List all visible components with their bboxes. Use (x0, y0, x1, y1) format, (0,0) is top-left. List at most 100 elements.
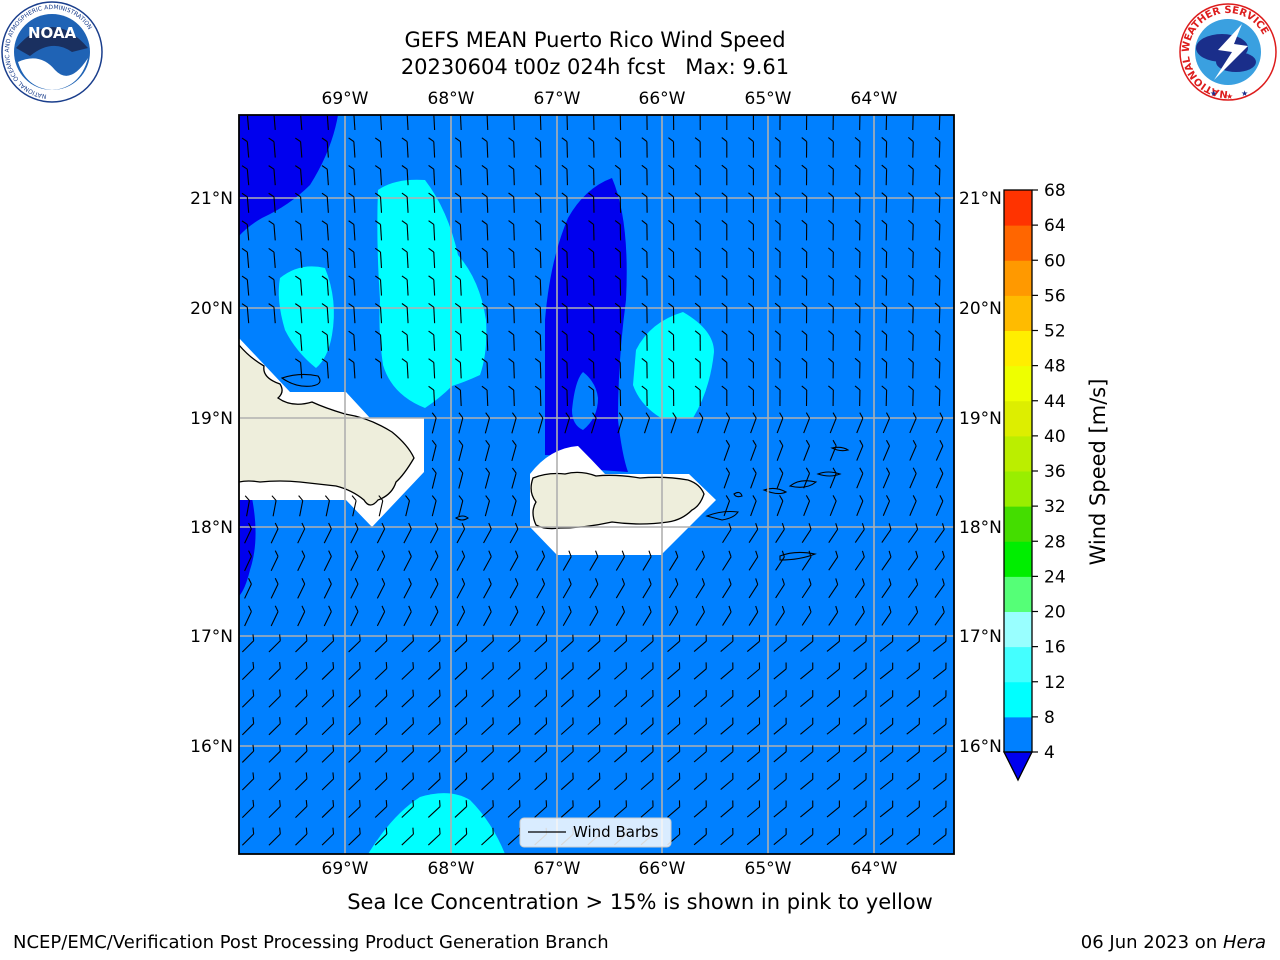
wind-barb (828, 192, 834, 213)
wind-barb (295, 799, 308, 818)
wind-barb (270, 522, 279, 544)
wind-barb (374, 358, 383, 379)
wind-barb (561, 358, 568, 379)
wind-barb (908, 247, 914, 269)
wind-barb (773, 828, 787, 846)
wind-barb (908, 192, 914, 213)
wind-barb (720, 828, 734, 846)
wind-barb (881, 164, 888, 186)
wind-barb (721, 302, 728, 324)
wind-barb (401, 275, 409, 296)
wind-barb (376, 605, 386, 627)
wind-barb (268, 744, 281, 763)
contour-low-northwest (239, 115, 338, 236)
wind-barb (934, 605, 945, 626)
colorbar-segment (1004, 330, 1032, 367)
wind-barb (321, 192, 329, 213)
wind-barb (641, 164, 648, 186)
wind-barb (906, 635, 920, 652)
wind-barb (748, 302, 754, 324)
wind-barb (534, 634, 548, 653)
wind-barb (800, 772, 814, 790)
wind-barb (746, 828, 761, 846)
wind-barb (321, 303, 329, 324)
wind-barb (908, 302, 914, 324)
wind-barb (534, 717, 548, 735)
colorbar-tick-label: 36 (1044, 462, 1066, 482)
wind-barb (403, 578, 412, 599)
wind-barb (881, 330, 888, 351)
wind-barb (321, 247, 329, 269)
wind-barb (721, 137, 728, 158)
wind-barb (668, 578, 679, 599)
wind-barb (748, 164, 754, 186)
wind-barb (326, 115, 329, 131)
wind-barb (693, 827, 707, 846)
wind-barb (723, 439, 731, 461)
wind-barb (456, 605, 466, 627)
wind-barb (561, 330, 568, 351)
wind-barb (534, 247, 542, 269)
wind-barb (374, 800, 388, 818)
wind-barb (614, 302, 622, 324)
wind-barb (854, 164, 861, 186)
wind-barb (403, 522, 412, 544)
lat-label-right: 21°N (959, 189, 1002, 209)
wind-barb (401, 165, 409, 186)
wind-barb (507, 634, 521, 653)
wind-barb (774, 164, 781, 186)
wind-barb (401, 303, 409, 324)
wind-barb (693, 772, 707, 791)
wind-barb (801, 164, 808, 186)
wind-barb (803, 412, 811, 434)
wind-barb (829, 439, 837, 461)
wind-barb (295, 634, 308, 653)
wind-barb (351, 495, 357, 517)
wind-barb (856, 467, 864, 489)
wind-barb (774, 275, 781, 296)
wind-barb (454, 192, 462, 213)
wind-barb (748, 137, 754, 158)
wind-barb (879, 690, 894, 708)
wind-barb (722, 550, 732, 571)
wind-barb (428, 247, 436, 269)
wind-barb (906, 828, 920, 845)
wind-barb (507, 745, 521, 763)
wind-barb (752, 115, 754, 131)
wind-barb (801, 605, 812, 626)
wind-barb (427, 827, 441, 846)
wind-barb (588, 164, 595, 186)
wind-barb (614, 717, 627, 735)
wind-barb (268, 689, 281, 708)
wind-barb (614, 689, 627, 708)
wind-barb (509, 522, 519, 544)
wind-barb (801, 219, 808, 241)
wind-barb (268, 772, 281, 791)
wind-barb (800, 828, 814, 846)
wind-barb (773, 634, 787, 652)
wind-barb (353, 115, 356, 131)
wind-barb (774, 330, 781, 351)
wind-barb (481, 689, 494, 708)
wind-barb (720, 690, 734, 708)
wind-barb (433, 115, 436, 131)
wind-barb (321, 634, 335, 653)
wind-barb (906, 662, 920, 680)
wind-barb (427, 662, 441, 680)
lat-label-right: 16°N (959, 737, 1002, 757)
wind-barb (458, 495, 464, 517)
wind-barb (297, 605, 306, 627)
wind-barb (534, 192, 542, 213)
wind-barbs-legend: Wind Barbs (519, 817, 672, 848)
wind-barb (593, 115, 595, 131)
wind-barb (935, 467, 944, 489)
wind-barb (828, 164, 834, 186)
wind-barb (908, 164, 914, 186)
wind-barb (694, 247, 701, 269)
wind-barb (511, 412, 517, 434)
wind-barb (721, 385, 728, 407)
wind-barb (481, 247, 489, 269)
wind-barb (667, 717, 681, 735)
wind-barb (643, 412, 651, 434)
wind-barb (774, 247, 781, 269)
